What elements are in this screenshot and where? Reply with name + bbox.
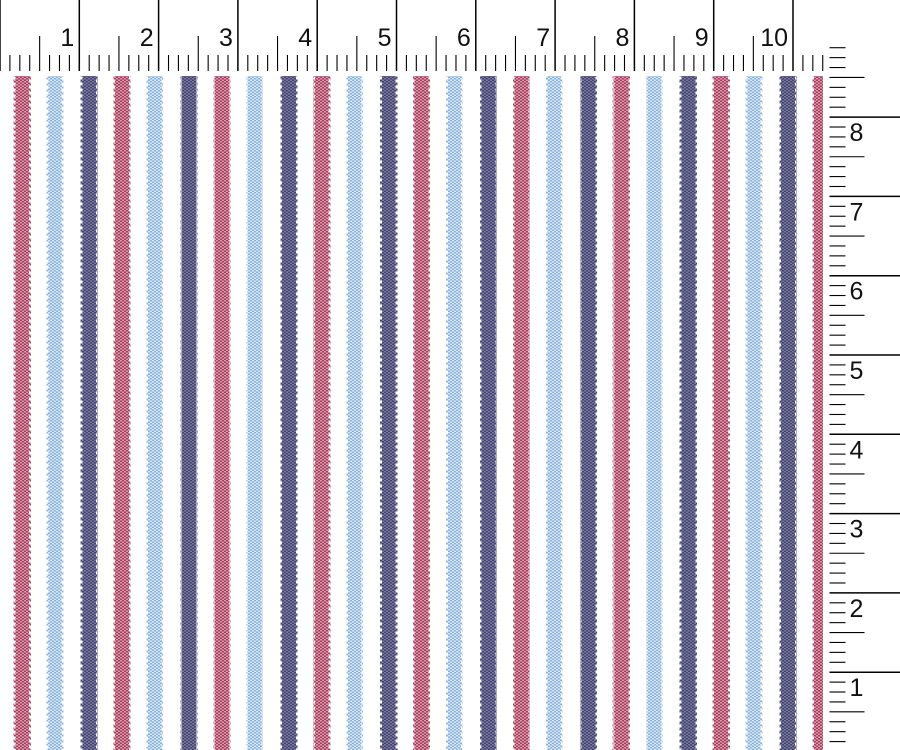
svg-text:9: 9 [695,24,709,52]
svg-text:10: 10 [760,24,788,52]
svg-text:2: 2 [140,24,154,52]
svg-text:6: 6 [457,24,471,52]
svg-text:7: 7 [850,198,864,226]
svg-text:4: 4 [850,436,864,464]
svg-text:3: 3 [850,516,864,544]
svg-text:1: 1 [850,674,864,702]
svg-text:8: 8 [850,119,864,147]
svg-text:4: 4 [298,24,312,52]
svg-text:8: 8 [615,24,629,52]
svg-text:5: 5 [850,357,864,385]
svg-text:1: 1 [60,24,74,52]
svg-text:2: 2 [850,595,864,623]
svg-text:7: 7 [536,24,550,52]
svg-text:6: 6 [850,278,864,306]
svg-text:3: 3 [219,24,233,52]
svg-text:5: 5 [378,24,392,52]
